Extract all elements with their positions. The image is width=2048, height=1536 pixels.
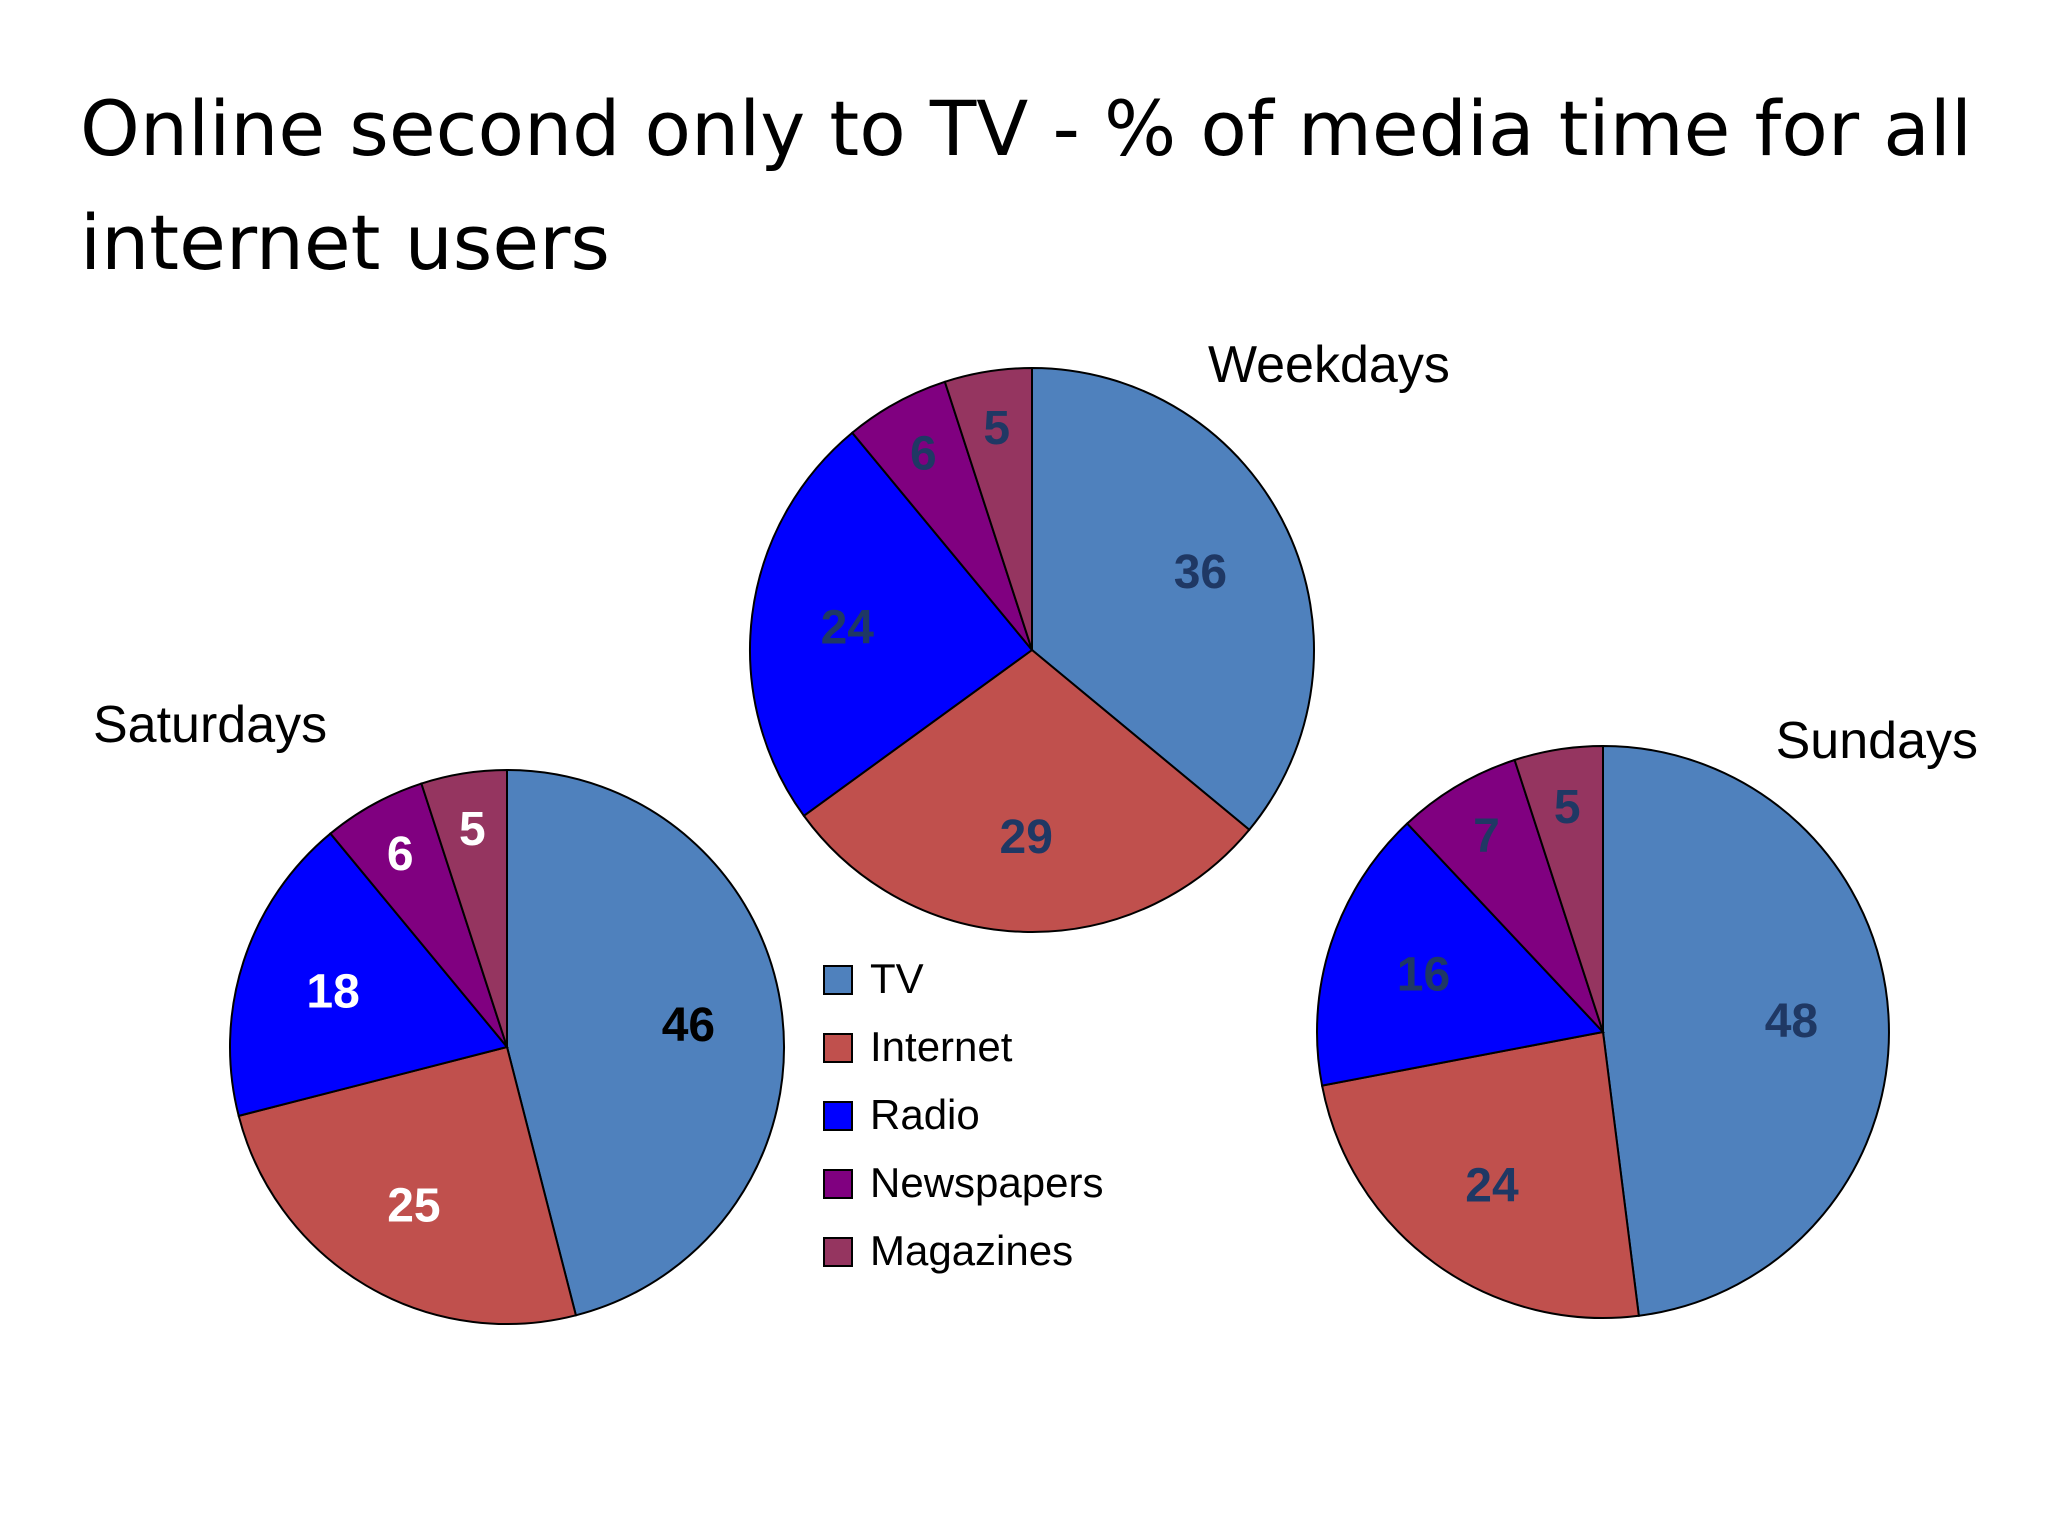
slice-label-sundays-newspapers: 7 <box>1473 810 1500 863</box>
slice-label-sundays-internet: 24 <box>1465 1160 1519 1213</box>
slice-label-sundays-tv: 48 <box>1765 995 1818 1048</box>
slice-label-saturdays-magazines: 5 <box>459 803 486 856</box>
legend-item-tv: TV <box>823 955 924 1002</box>
legend-swatch-radio <box>823 1101 853 1131</box>
slice-sundays-magazines <box>1513 744 1604 1033</box>
legend-label-internet: Internet <box>870 1023 1013 1070</box>
pie-weekdays: 36 29 24 6 5 Weekdays <box>749 336 1450 933</box>
legend-label-newspapers: Newspapers <box>870 1159 1103 1206</box>
slice-label-weekdays-tv: 36 <box>1174 546 1227 599</box>
slice-label-saturdays-newspapers: 6 <box>387 828 414 881</box>
slice-sundays-newspapers <box>1405 758 1604 1033</box>
legend: TV Internet Radio Newspapers Magazines <box>823 955 1103 1274</box>
legend-swatch-internet <box>823 1033 853 1063</box>
pie-title-sundays: Sundays <box>1776 712 1978 770</box>
pie-sundays: 48 24 16 7 5 Sundays <box>1316 712 1978 1319</box>
legend-item-newspapers: Newspapers <box>823 1159 1103 1206</box>
pie-title-weekdays: Weekdays <box>1208 336 1450 394</box>
slice-label-weekdays-magazines: 5 <box>983 402 1010 455</box>
slice-weekdays-radio <box>749 431 1034 818</box>
slice-label-weekdays-newspapers: 6 <box>910 427 937 480</box>
legend-label-tv: TV <box>870 955 924 1002</box>
legend-label-magazines: Magazines <box>870 1227 1073 1274</box>
slice-sundays-internet <box>1320 1030 1640 1319</box>
slice-sundays-radio <box>1316 822 1605 1087</box>
slice-label-weekdays-radio: 24 <box>821 602 875 655</box>
slice-label-saturdays-tv: 46 <box>662 999 715 1052</box>
legend-item-internet: Internet <box>823 1023 1013 1070</box>
page-title: Online second only to TV - % of media ti… <box>80 84 1973 287</box>
slice-label-saturdays-radio: 18 <box>306 966 359 1019</box>
pie-saturdays: 46 25 18 6 5 Saturdays <box>93 696 785 1325</box>
slice-label-saturdays-internet: 25 <box>387 1179 440 1232</box>
slice-saturdays-radio <box>229 832 509 1118</box>
legend-swatch-newspapers <box>823 1169 853 1199</box>
legend-swatch-magazines <box>823 1237 853 1267</box>
pie-title-saturdays: Saturdays <box>93 696 327 754</box>
slice-label-sundays-radio: 16 <box>1397 949 1450 1002</box>
slice-weekdays-tv <box>1031 366 1315 832</box>
legend-item-magazines: Magazines <box>823 1227 1073 1274</box>
legend-label-radio: Radio <box>870 1091 980 1138</box>
slice-weekdays-magazines <box>943 366 1033 651</box>
slice-saturdays-tv <box>506 768 785 1317</box>
slice-saturdays-magazines <box>420 768 508 1048</box>
legend-item-radio: Radio <box>823 1091 980 1138</box>
slice-saturdays-internet <box>237 1045 578 1325</box>
slice-label-weekdays-internet: 29 <box>1000 811 1053 864</box>
slice-weekdays-internet <box>802 648 1251 933</box>
slice-label-sundays-magazines: 5 <box>1554 781 1581 834</box>
slice-sundays-tv <box>1602 744 1890 1317</box>
legend-swatch-tv <box>823 965 853 995</box>
